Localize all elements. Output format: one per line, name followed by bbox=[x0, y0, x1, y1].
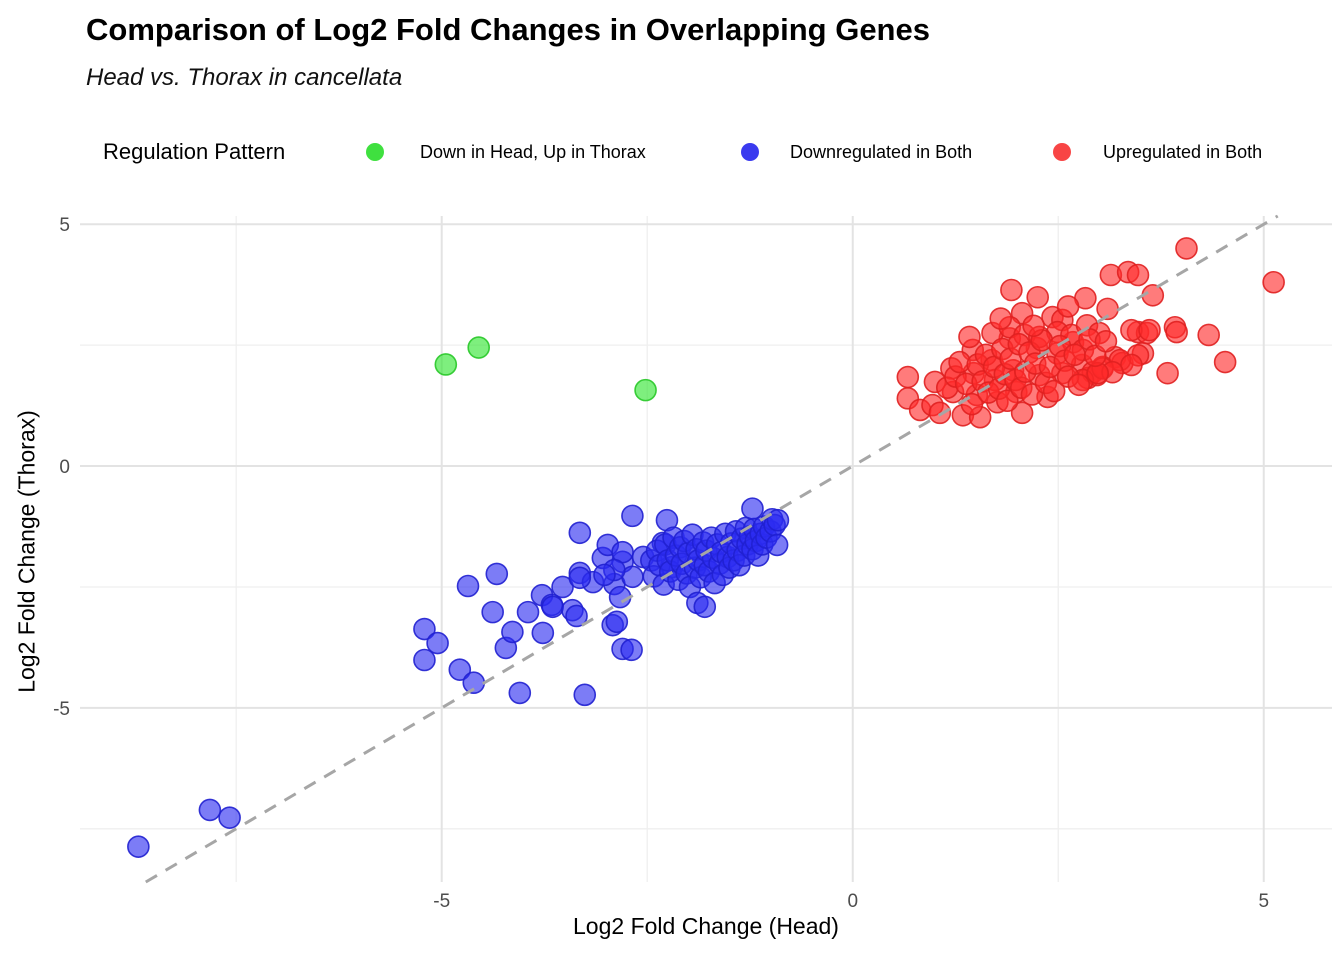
x-tick-label: 0 bbox=[847, 891, 858, 912]
data-point bbox=[516, 600, 540, 624]
data-point bbox=[1126, 263, 1150, 287]
data-point bbox=[1138, 318, 1161, 342]
data-point bbox=[413, 617, 436, 641]
data-point bbox=[485, 562, 509, 586]
data-point bbox=[1042, 379, 1066, 403]
x-axis-title: Log2 Fold Change (Head) bbox=[573, 913, 839, 939]
identity-reference-line bbox=[145, 214, 1279, 884]
y-tick-label: 0 bbox=[59, 457, 70, 478]
data-point bbox=[568, 521, 592, 545]
data-point bbox=[198, 798, 222, 822]
data-point bbox=[448, 658, 472, 681]
x-tick-label: -5 bbox=[433, 891, 450, 912]
data-point bbox=[593, 563, 616, 587]
legend: Regulation Pattern Down in Head, Up in T… bbox=[0, 136, 1344, 172]
data-point bbox=[218, 806, 241, 829]
data-point bbox=[413, 648, 436, 672]
data-point bbox=[467, 336, 490, 359]
data-point bbox=[605, 610, 629, 634]
data-point bbox=[508, 681, 532, 705]
data-point bbox=[1213, 350, 1237, 374]
chart-title: Comparison of Log2 Fold Changes in Overl… bbox=[86, 12, 930, 47]
data-point bbox=[1026, 285, 1050, 309]
chart-subtitle: Head vs. Thorax in cancellata bbox=[86, 64, 403, 91]
legend-title: Regulation Pattern bbox=[103, 139, 286, 164]
legend-label-blue: Downregulated in Both bbox=[790, 142, 973, 162]
data-point bbox=[565, 604, 588, 628]
data-point bbox=[1262, 270, 1285, 294]
y-axis-title: Log2 Fold Change (Thorax) bbox=[13, 410, 40, 693]
data-point bbox=[928, 401, 952, 425]
data-point bbox=[1010, 401, 1034, 425]
data-point bbox=[456, 574, 480, 598]
data-point bbox=[541, 595, 564, 619]
data-point bbox=[1067, 373, 1091, 397]
data-point bbox=[426, 631, 449, 655]
data-point bbox=[1156, 361, 1179, 385]
data-point bbox=[766, 508, 790, 532]
data-point bbox=[573, 683, 597, 707]
data-point bbox=[1094, 329, 1118, 353]
data-point bbox=[1056, 295, 1080, 318]
data-point bbox=[501, 620, 524, 644]
data-point bbox=[741, 497, 764, 520]
data-point bbox=[551, 575, 574, 599]
legend-label-green: Down in Head, Up in Thorax bbox=[420, 142, 646, 162]
legend-dot-green bbox=[366, 143, 384, 161]
x-tick-label: 5 bbox=[1258, 891, 1269, 912]
data-point bbox=[1000, 278, 1023, 302]
legend-label-red: Upregulated in Both bbox=[1103, 142, 1263, 162]
data-point bbox=[634, 378, 657, 402]
y-tick-label: -5 bbox=[53, 699, 70, 720]
data-point bbox=[620, 638, 643, 662]
y-tick-label: 5 bbox=[59, 215, 70, 236]
data-point bbox=[1197, 323, 1220, 347]
data-point bbox=[989, 307, 1013, 330]
data-point bbox=[693, 595, 717, 619]
data-point bbox=[481, 600, 504, 624]
data-point bbox=[1175, 237, 1198, 260]
data-point bbox=[1022, 314, 1045, 338]
data-point bbox=[958, 325, 981, 349]
data-point bbox=[568, 566, 592, 590]
data-point bbox=[434, 353, 458, 376]
legend-dot-blue bbox=[741, 143, 759, 161]
data-point bbox=[995, 389, 1019, 413]
data-point bbox=[896, 365, 920, 389]
data-point bbox=[127, 835, 150, 858]
data-point bbox=[765, 533, 789, 557]
data-point bbox=[531, 621, 555, 645]
data-point bbox=[1165, 320, 1188, 344]
legend-dot-red bbox=[1053, 143, 1071, 161]
data-point bbox=[1120, 353, 1143, 377]
data-point bbox=[621, 504, 644, 528]
